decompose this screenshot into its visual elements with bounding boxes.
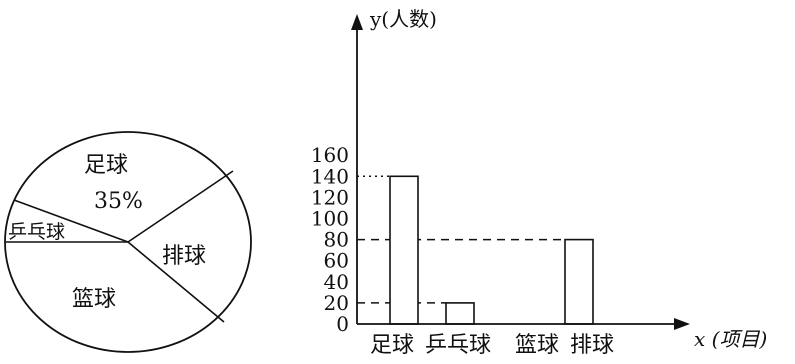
y-tick-label-60: 60 (324, 249, 349, 273)
y-axis-label: y(人数) (369, 7, 437, 31)
pie-percent-football: 35% (94, 189, 143, 214)
x-axis-label: x (项目) (694, 327, 767, 351)
x-category-label-volleyball: 排球 (570, 333, 614, 358)
x-category-label-basketball: 篮球 (515, 333, 559, 358)
x-axis-arrow (674, 318, 690, 330)
bar-volleyball (564, 238, 594, 325)
bars (389, 175, 594, 325)
pie-divider-volleyball-basketball (127, 241, 225, 323)
pie-outline (4, 131, 252, 353)
pie-label-pingpong: 乒乓球 (8, 221, 65, 243)
pie-divider-pingpong-football (13, 199, 129, 243)
pie-label-volleyball: 排球 (162, 244, 206, 269)
pie-divider-football-volleyball (127, 170, 234, 243)
x-category-label-pingpong: 乒乓球 (425, 333, 491, 358)
bar-pingpong (445, 302, 475, 325)
pie-chart: 足球 35% 乒乓球 篮球 排球 (4, 131, 252, 353)
y-tick-label-40: 40 (324, 270, 349, 294)
reference-lines (357, 175, 565, 304)
y-tick-label-100: 100 (311, 207, 349, 231)
y-tick-label-20: 20 (324, 291, 349, 315)
y-tick-label-0: 0 (336, 312, 349, 336)
y-tick-label-80: 80 (324, 228, 349, 252)
y-tick-label-120: 120 (311, 185, 349, 209)
pie-label-football: 足球 (84, 153, 128, 178)
bar-football (389, 175, 419, 325)
x-category-label-football: 足球 (370, 333, 414, 358)
y-tick-label-140: 140 (311, 164, 349, 188)
y-tick-label-160: 160 (311, 143, 349, 167)
pie-label-basketball: 篮球 (72, 287, 116, 312)
y-axis-arrow (351, 14, 363, 30)
